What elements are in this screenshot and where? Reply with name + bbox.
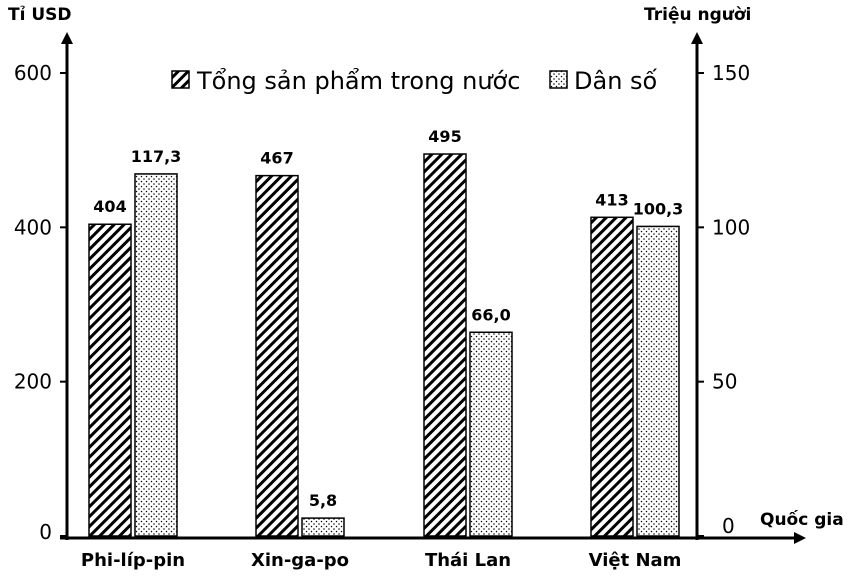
gdp-value-label: 404: [93, 197, 126, 216]
category-label: Phi-líp-pin: [81, 550, 185, 571]
category-label: Việt Nam: [589, 550, 682, 571]
gdp-value-label: 467: [260, 149, 293, 168]
gdp-bar: [88, 223, 132, 537]
population-value-label: 117,3: [131, 147, 182, 166]
population-bar: [636, 225, 680, 537]
left-axis-title: Tỉ USD: [8, 5, 72, 25]
right-axis-title: Triệu người: [644, 5, 751, 25]
right-tick-label: 0: [722, 514, 735, 538]
category-label: Thái Lan: [425, 550, 511, 571]
left-tick-label: 200: [14, 370, 52, 394]
legend-swatch-population: [549, 70, 568, 89]
gdp-value-label: 495: [428, 127, 461, 146]
population-bar: [301, 517, 345, 537]
right-y-axis-arrow: [691, 32, 703, 44]
gdp-bar: [590, 216, 634, 537]
right-tick-label: 100: [712, 215, 750, 239]
population-value-label: 5,8: [309, 491, 337, 510]
population-value-label: 100,3: [633, 199, 684, 218]
legend: Tổng sản phẩm trong nước Dân số: [171, 67, 658, 95]
left-y-axis-arrow: [61, 32, 73, 44]
legend-swatch-gdp: [171, 70, 190, 89]
population-bar: [469, 331, 513, 537]
population-value-label: 66,0: [471, 305, 510, 324]
gdp-bar: [255, 174, 299, 537]
gdp-bar: [423, 153, 467, 537]
gdp-value-label: 413: [595, 190, 628, 209]
right-tick-label: 150: [712, 61, 750, 85]
left-tick-label: 0: [39, 520, 52, 544]
right-tick-label: 50: [712, 370, 737, 394]
x-axis-arrow: [794, 532, 806, 544]
legend-label-population: Dân số: [574, 67, 658, 95]
x-axis-title: Quốc gia: [760, 509, 844, 530]
left-tick-label: 600: [14, 61, 52, 85]
category-label: Xin-ga-po: [251, 550, 349, 571]
left-tick-label: 400: [14, 215, 52, 239]
legend-label-gdp: Tổng sản phẩm trong nước: [196, 67, 520, 95]
population-bar: [134, 173, 178, 537]
